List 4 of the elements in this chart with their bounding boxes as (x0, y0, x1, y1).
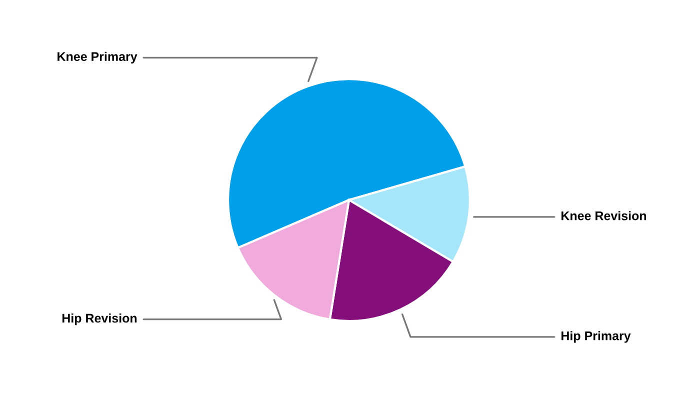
slice-label: Hip Revision (62, 313, 137, 326)
slice-label: Knee Primary (58, 52, 138, 64)
slice-label: Hip Primary (562, 331, 631, 343)
slice-label: Knee Revision (562, 211, 646, 220)
